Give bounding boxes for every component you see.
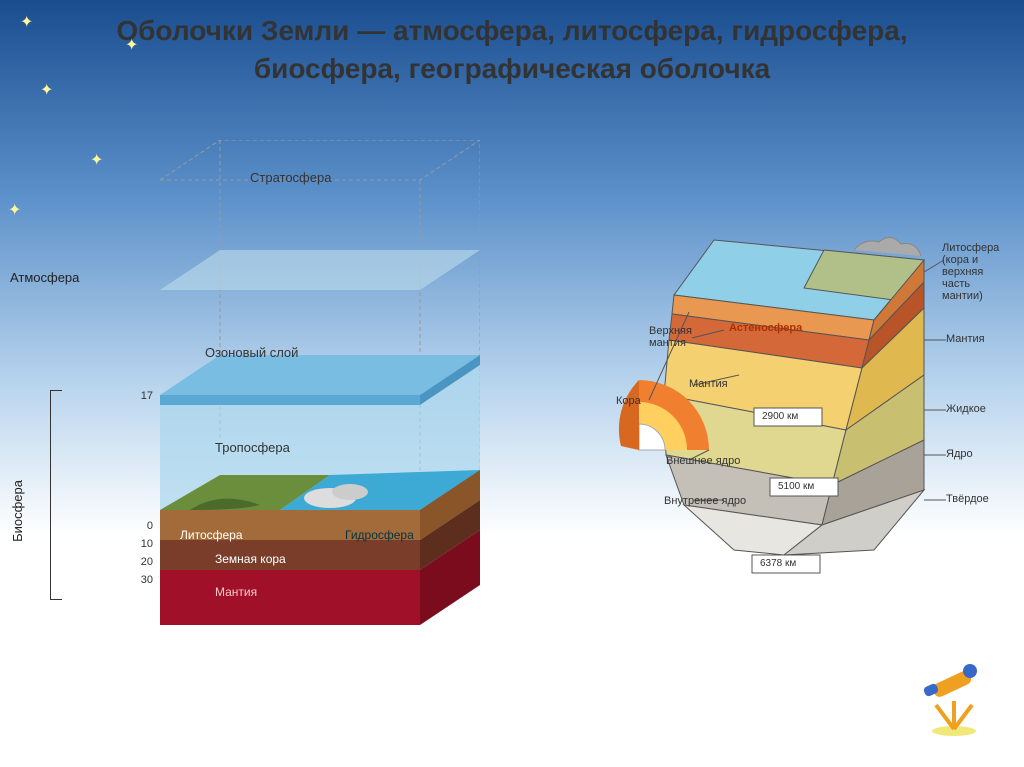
page-title: Оболочки Земли — атмосфера, литосфера, г… — [0, 0, 1024, 88]
telescope-icon — [914, 657, 994, 737]
scale-tick: 17 — [125, 390, 153, 402]
scale-tick: 20 — [125, 556, 153, 568]
ozone-label: Озоновый слой — [205, 345, 298, 360]
lithosphere-label: Литосфера — [180, 528, 243, 542]
core-label: Ядро — [946, 448, 973, 460]
scale-tick: 10 — [125, 538, 153, 550]
star-icon: ✦ — [40, 80, 53, 100]
inner-core-label: Внутренее ядро — [664, 495, 746, 507]
lithosphere-full-label: Литосфера (кора и верхняя часть мантии) — [942, 242, 999, 302]
mantle-label: Мантия — [215, 585, 257, 599]
hydrosphere-label: Гидросфера — [345, 528, 414, 542]
upper-mantle-label: Верхняя мантия — [649, 325, 692, 349]
biosphere-side-label: Биосфера — [10, 480, 25, 542]
crust-label-r: Кора — [616, 395, 641, 407]
star-icon: ✦ — [125, 35, 138, 55]
depth-6378: 6378 км — [760, 558, 796, 569]
biosphere-bracket — [50, 390, 62, 600]
depth-2900: 2900 км — [762, 411, 798, 422]
scale-tick: 0 — [125, 520, 153, 532]
liquid-label: Жидкое — [946, 403, 986, 415]
star-icon: ✦ — [20, 12, 33, 32]
scale-tick: 30 — [125, 574, 153, 586]
crust-label: Земная кора — [215, 552, 286, 566]
shells-3d-box — [160, 140, 480, 630]
mantle-right-label: Мантия — [946, 333, 985, 345]
mantle-label-r: Мантия — [689, 378, 728, 390]
depth-5100: 5100 км — [778, 481, 814, 492]
troposphere-label: Тропосфера — [215, 440, 290, 455]
asthenosphere-label: Астеносфера — [729, 322, 802, 334]
solid-label: Твёрдое — [946, 493, 989, 505]
atmosphere-side-label: Атмосфера — [10, 270, 79, 285]
earth-interior-diagram: Литосфера (кора и верхняя часть мантии) … — [594, 200, 994, 600]
stratosphere-label: Стратосфера — [250, 170, 331, 185]
earth-shells-diagram: Атмосфера Биосфера 17 0 10 20 30 — [10, 140, 510, 640]
outer-core-label: Внешнее ядро — [666, 455, 740, 467]
